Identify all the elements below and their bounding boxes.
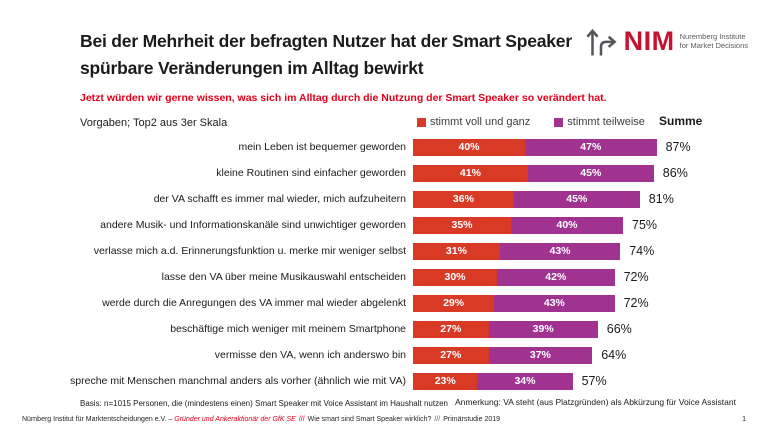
page-number: 1 <box>742 416 746 423</box>
bar-segment-teilweise: 47% <box>525 138 657 156</box>
sum-label: 87% <box>665 140 691 154</box>
stacked-bar: 30% 42% <box>413 268 615 286</box>
stacked-bar: 27% 37% <box>413 346 593 364</box>
footer-study: Wie smart sind Smart Speaker wirklich? <box>307 416 432 423</box>
bar-segment-teilweise: 34% <box>477 372 573 390</box>
chart-subtitle: Jetzt würden wir gerne wissen, was sich … <box>80 92 607 104</box>
stacked-bar: 36% 45% <box>413 190 640 208</box>
legend: stimmt voll und ganz stimmt teilweise <box>417 116 645 128</box>
nim-logo: NIM Nuremberg Institute for Market Decis… <box>583 24 748 58</box>
bar-segment-voll-und-ganz: 40% <box>413 138 525 156</box>
bar-segment-teilweise: 39% <box>488 320 598 338</box>
category-label: beschäftige mich weniger mit meinem Smar… <box>170 323 406 335</box>
bar-segment-teilweise: 43% <box>494 294 615 312</box>
chart-row: andere Musik- und Informationskanäle sin… <box>0 212 768 238</box>
category-label: spreche mit Menschen manchmal anders als… <box>70 375 406 387</box>
chart-row: kleine Routinen sind einfacher geworden 4… <box>0 160 768 186</box>
chart-row: vermisse den VA, wenn ich anderswo bin 27… <box>0 342 768 368</box>
category-label: verlasse mich a.d. Erinnerungsfunktion u… <box>93 245 406 257</box>
bar-segment-voll-und-ganz: 35% <box>413 216 511 234</box>
bar-segment-voll-und-ganz: 29% <box>413 294 495 312</box>
bar-segment-teilweise: 45% <box>527 164 654 182</box>
category-label: vermisse den VA, wenn ich anderswo bin <box>214 349 406 361</box>
page-title: Bei der Mehrheit der befragten Nutzer ha… <box>80 31 572 78</box>
bar-segment-voll-und-ganz: 36% <box>413 190 514 208</box>
bar-segment-voll-und-ganz: 41% <box>413 164 528 182</box>
stacked-bar: 31% 43% <box>413 242 621 260</box>
legend-swatch-teilweise-icon <box>554 117 564 127</box>
footer-year: Primärstudie 2019 <box>443 416 501 423</box>
stacked-bar: 35% 40% <box>413 216 623 234</box>
bar-segment-voll-und-ganz: 27% <box>413 346 489 364</box>
sum-label: 72% <box>623 296 649 310</box>
scale-note: Vorgaben; Top2 aus 3er Skala <box>80 117 228 129</box>
bar-segment-teilweise: 43% <box>499 242 621 260</box>
legend-item-voll: stimmt voll und ganz <box>417 116 530 128</box>
legend-swatch-voll-icon <box>417 117 426 127</box>
bar-segment-teilweise: 40% <box>511 216 623 234</box>
category-label: werde durch die Anregungen des VA immer … <box>102 297 406 309</box>
sum-label: 64% <box>601 348 627 362</box>
bar-segment-voll-und-ganz: 30% <box>413 268 497 286</box>
footer-separator: /// <box>298 416 305 423</box>
legend-item-teilweise: stimmt teilweise <box>554 116 645 128</box>
stacked-bar: 40% 47% <box>413 138 657 156</box>
footer-separator: /// <box>434 416 441 423</box>
category-label: kleine Routinen sind einfacher geworden <box>216 167 406 179</box>
sum-label: 75% <box>632 218 658 232</box>
slide-footer: Nürnberg Institut für Marktentscheidunge… <box>22 416 728 423</box>
chart-row: verlasse mich a.d. Erinnerungsfunktion u… <box>0 238 768 264</box>
category-label: andere Musik- und Informationskanäle sin… <box>100 219 406 231</box>
chart-row: der VA schafft es immer mal wieder, mich… <box>0 186 768 212</box>
sum-label: 74% <box>629 244 655 258</box>
bar-segment-voll-und-ganz: 23% <box>413 372 478 390</box>
footer-org-red: Gründer und Ankeraktionär der GfK SE <box>174 416 296 423</box>
bar-segment-teilweise: 42% <box>497 268 615 286</box>
bar-segment-voll-und-ganz: 31% <box>413 242 500 260</box>
bar-segment-voll-und-ganz: 27% <box>413 320 489 338</box>
chart-row: spreche mit Menschen manchmal anders als… <box>0 368 768 394</box>
category-label: mein Leben ist bequemer geworden <box>238 141 406 153</box>
sum-label: 66% <box>606 322 632 336</box>
stacked-bar: 41% 45% <box>413 164 654 182</box>
sum-label: 57% <box>581 374 607 388</box>
branching-arrows-icon <box>586 28 617 56</box>
chart-row: lasse den VA über meine Musikauswahl ent… <box>0 264 768 290</box>
sum-label: 81% <box>648 192 674 206</box>
footer-org: Nürnberg Institut für Marktentscheidunge… <box>22 416 175 423</box>
category-label: lasse den VA über meine Musikauswahl ent… <box>161 271 406 283</box>
sum-label: 72% <box>623 270 649 284</box>
basis-footnote: Basis: n=1015 Personen, die (mindestens … <box>80 399 448 408</box>
stacked-bar: 29% 43% <box>413 294 615 312</box>
stacked-bar: 27% 39% <box>413 320 598 338</box>
bar-segment-teilweise: 45% <box>513 190 640 208</box>
stacked-bar: 23% 34% <box>413 372 573 390</box>
chart-row: beschäftige mich weniger mit meinem Smar… <box>0 316 768 342</box>
nim-logo-text: NIM <box>623 25 675 56</box>
sum-label: 86% <box>662 166 688 180</box>
chart-row: werde durch die Anregungen des VA immer … <box>0 290 768 316</box>
category-label: der VA schafft es immer mal wieder, mich… <box>153 193 406 205</box>
chart-row: mein Leben ist bequemer geworden 40% 47% 87… <box>0 134 768 160</box>
sum-column-header: Summe <box>659 114 703 128</box>
bar-chart: mein Leben ist bequemer geworden 40% 47% 87… <box>0 134 768 394</box>
bar-segment-teilweise: 37% <box>488 346 593 364</box>
nim-logo-subtitle: Nuremberg Institute for Market Decisions <box>679 31 748 51</box>
anmerkung-footnote: Anmerkung: VA steht (aus Platzgründen) a… <box>455 397 736 407</box>
